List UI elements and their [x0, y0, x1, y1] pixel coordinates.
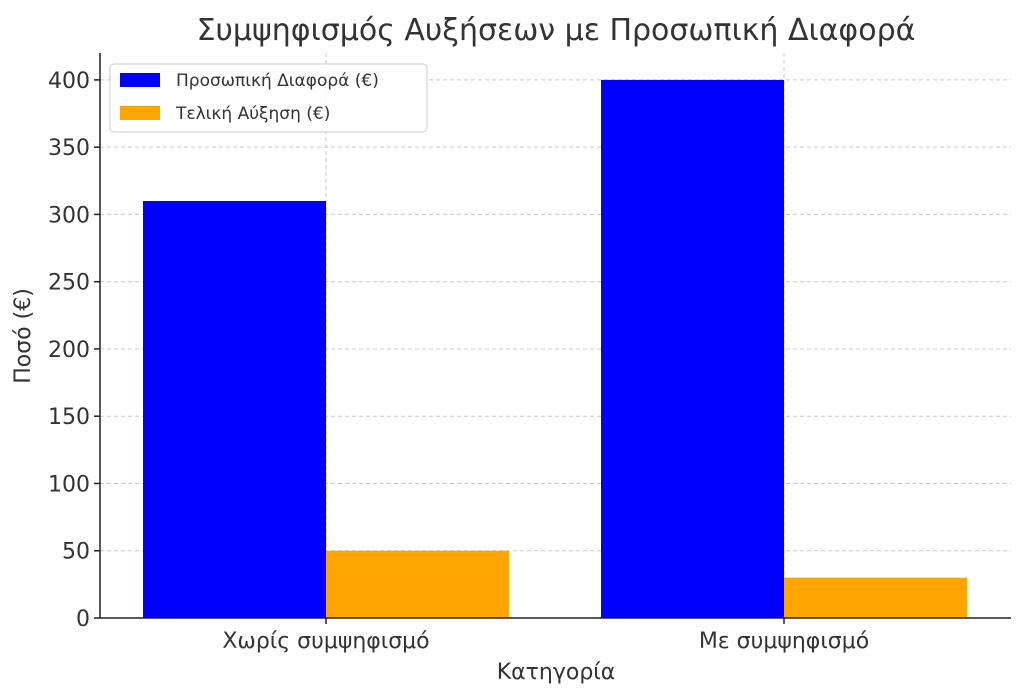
y-tick-label: 200	[48, 338, 90, 363]
bar-final-increase	[784, 577, 967, 618]
x-axis-label: Κατηγορία	[497, 660, 616, 685]
bar-personal-difference	[601, 79, 784, 618]
y-tick-label: 250	[48, 271, 90, 296]
y-tick-label: 0	[76, 607, 90, 632]
bar-final-increase	[326, 550, 509, 618]
y-tick-label: 300	[48, 203, 90, 228]
y-tick-label: 150	[48, 405, 90, 430]
y-tick-label: 350	[48, 136, 90, 161]
y-tick-label: 50	[62, 540, 90, 565]
y-tick-label: 400	[48, 69, 90, 94]
grid-layer	[100, 53, 1011, 619]
y-axis-label: Ποσό (€)	[11, 288, 36, 384]
bar-personal-difference	[143, 200, 326, 618]
legend-swatch-final-increase	[120, 106, 160, 120]
legend: Προσωπική Διαφορά (€) Τελική Αύξηση (€)	[109, 63, 428, 133]
x-tick-label: Με συμψηφισμό	[699, 629, 869, 654]
legend-frame	[109, 63, 428, 133]
legend-swatch-personal-difference	[120, 73, 160, 87]
axis-layer: 0 50 100 150 200 250 300 350 400 Χωρίς συμψηφισμό…	[48, 53, 1011, 654]
legend-label-personal-difference: Προσωπική Διαφορά (€)	[176, 71, 379, 91]
y-tick-label: 100	[48, 472, 90, 497]
legend-label-final-increase: Τελική Αύξηση (€)	[175, 104, 330, 124]
x-tick-label: Χωρίς συμψηφισμό	[222, 629, 429, 654]
chart-title: Συμψηφισμός Αυξήσεων με Προσωπική Διαφορ…	[197, 13, 916, 48]
bar-layer	[143, 79, 967, 618]
